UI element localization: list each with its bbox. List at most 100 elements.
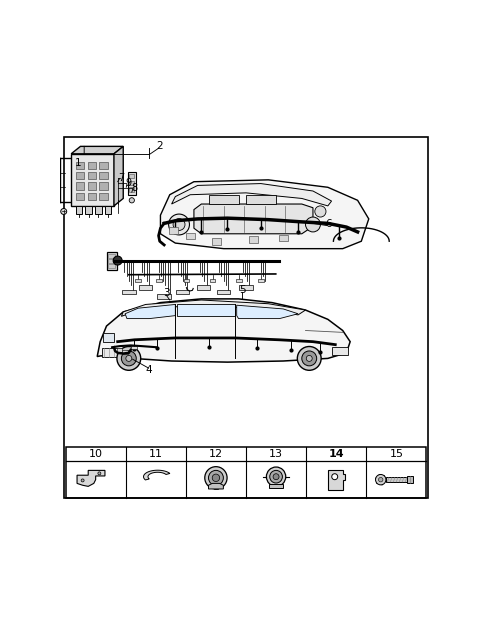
Bar <box>76 193 84 200</box>
Bar <box>209 195 239 204</box>
Text: 7: 7 <box>118 173 124 183</box>
Bar <box>108 264 115 268</box>
Bar <box>117 348 122 352</box>
Bar <box>103 334 114 342</box>
Bar <box>129 174 134 178</box>
Bar <box>76 162 84 169</box>
Bar <box>217 289 230 294</box>
Circle shape <box>208 471 223 485</box>
Bar <box>99 193 108 200</box>
Polygon shape <box>328 470 345 490</box>
Bar <box>129 181 134 185</box>
Circle shape <box>129 198 134 203</box>
Bar <box>87 193 96 200</box>
Bar <box>176 289 190 294</box>
Bar <box>76 172 84 179</box>
Bar <box>87 172 96 179</box>
Bar <box>196 285 210 289</box>
Circle shape <box>379 478 383 482</box>
Bar <box>139 285 152 289</box>
Polygon shape <box>121 300 305 316</box>
Bar <box>236 279 241 282</box>
Circle shape <box>375 474 386 485</box>
Text: 4: 4 <box>145 364 152 374</box>
Polygon shape <box>177 304 235 316</box>
Bar <box>240 285 252 289</box>
Polygon shape <box>77 471 105 486</box>
Text: 2: 2 <box>156 141 163 151</box>
Bar <box>122 350 128 354</box>
Bar <box>156 279 162 282</box>
Bar <box>128 173 135 195</box>
Circle shape <box>126 356 132 361</box>
Bar <box>135 279 141 282</box>
Bar <box>108 259 115 262</box>
Bar <box>99 172 108 179</box>
Circle shape <box>302 351 317 366</box>
Circle shape <box>315 206 326 217</box>
Circle shape <box>61 209 67 214</box>
Circle shape <box>273 474 279 479</box>
Bar <box>122 289 135 294</box>
Bar <box>332 348 348 356</box>
Bar <box>279 234 288 241</box>
Bar <box>76 206 83 214</box>
Polygon shape <box>144 470 170 480</box>
Bar <box>258 279 264 282</box>
Bar <box>108 254 115 258</box>
Bar <box>132 346 137 349</box>
Bar <box>99 162 108 169</box>
Bar <box>107 252 117 270</box>
Polygon shape <box>386 478 410 482</box>
Circle shape <box>332 474 338 479</box>
Text: 8: 8 <box>132 182 137 192</box>
Circle shape <box>297 346 321 370</box>
Circle shape <box>117 346 141 370</box>
Circle shape <box>212 474 220 481</box>
Bar <box>105 206 111 214</box>
Circle shape <box>306 217 321 232</box>
Bar <box>76 182 84 190</box>
Bar <box>66 447 426 498</box>
Circle shape <box>266 467 286 486</box>
Bar <box>157 294 171 299</box>
Bar <box>249 236 258 243</box>
Bar <box>210 279 216 282</box>
Circle shape <box>98 472 101 475</box>
Bar <box>212 238 221 245</box>
Text: 10: 10 <box>89 449 103 459</box>
Polygon shape <box>237 305 298 319</box>
Text: 5: 5 <box>239 286 246 296</box>
Circle shape <box>270 471 282 483</box>
Text: 9: 9 <box>125 178 131 188</box>
Circle shape <box>121 351 136 366</box>
Text: 15: 15 <box>389 449 403 459</box>
Bar <box>246 195 276 204</box>
Bar <box>129 188 134 192</box>
Bar <box>183 279 190 282</box>
Bar <box>85 206 92 214</box>
Polygon shape <box>125 304 175 319</box>
Polygon shape <box>194 204 313 234</box>
Bar <box>99 182 108 190</box>
Text: 6: 6 <box>325 219 332 229</box>
Circle shape <box>306 356 312 361</box>
Bar <box>87 162 96 169</box>
Bar <box>186 232 195 239</box>
Text: 13: 13 <box>269 449 283 459</box>
Polygon shape <box>172 184 332 206</box>
Bar <box>169 227 178 234</box>
Text: 11: 11 <box>149 449 163 459</box>
Polygon shape <box>160 180 369 249</box>
Text: 12: 12 <box>209 449 223 459</box>
Circle shape <box>205 467 227 489</box>
Bar <box>95 206 102 214</box>
Bar <box>87 182 96 190</box>
Text: 14: 14 <box>328 449 344 459</box>
Circle shape <box>113 256 122 265</box>
Bar <box>102 348 124 358</box>
Polygon shape <box>71 146 123 154</box>
Polygon shape <box>269 484 283 488</box>
Polygon shape <box>208 483 223 489</box>
Circle shape <box>173 219 185 231</box>
